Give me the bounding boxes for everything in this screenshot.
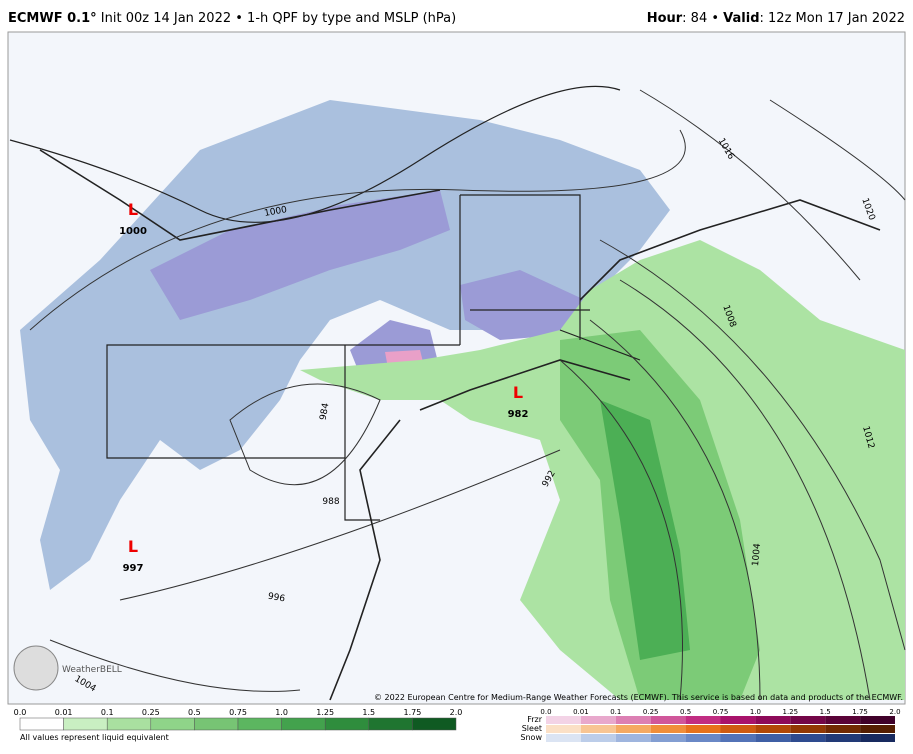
rain-tick: 1.0 (275, 708, 288, 717)
type-swatch (615, 734, 651, 742)
low-symbol: L (128, 200, 138, 219)
rain-tick: 0.75 (229, 708, 247, 717)
type-tick: 0.5 (680, 708, 691, 716)
type-swatch (580, 734, 616, 742)
rain-tick: 2.0 (450, 708, 463, 717)
valid-info: Hour: 84 • Valid: 12z Mon 17 Jan 2022 (647, 11, 905, 26)
type-label: Frzr (527, 715, 543, 724)
low-pressure: 982 (508, 409, 529, 420)
type-swatch (685, 725, 721, 733)
type-label: Snow (520, 733, 542, 742)
type-swatch (650, 716, 686, 724)
rain-swatch (106, 717, 152, 731)
type-tick: 0.75 (713, 708, 729, 716)
rain-tick: 0.1 (101, 708, 114, 717)
rain-tick: 1.5 (362, 708, 375, 717)
type-swatch (825, 734, 861, 742)
rain-tick: 0.25 (142, 708, 160, 717)
rain-swatch (412, 717, 457, 731)
type-swatch (755, 716, 791, 724)
type-tick: 1.75 (852, 708, 868, 716)
isobars (29, 89, 906, 701)
type-tick: 0.01 (573, 708, 589, 716)
type-swatch (546, 716, 581, 724)
coastline (39, 149, 881, 701)
isobar-label: 1004 (751, 543, 763, 567)
type-swatch (546, 734, 581, 742)
type-label: Sleet (522, 724, 542, 733)
type-tick: 0.25 (643, 708, 659, 716)
type-swatch (860, 734, 895, 742)
type-tick: 2.0 (889, 708, 900, 716)
type-tick: 1.0 (750, 708, 761, 716)
low-pressure: 1000 (119, 226, 147, 237)
model: ECMWF 0.1° (8, 11, 97, 26)
rain-swatch (150, 717, 195, 731)
type-swatch (580, 716, 616, 724)
logo: WeatherBELL (62, 665, 122, 675)
type-swatch (546, 725, 581, 733)
rain-swatch (63, 717, 108, 731)
isobar-label: 1000 (264, 205, 289, 219)
low-pressure: 997 (123, 563, 144, 574)
rain-tick: 0.5 (188, 708, 201, 717)
isobar-label: 988 (322, 497, 339, 507)
type-swatch (685, 716, 721, 724)
type-swatch (825, 725, 861, 733)
hour-value: : 84 • (682, 11, 719, 26)
type-tick: 0.0 (540, 708, 551, 716)
type-swatch (860, 725, 895, 733)
type-swatch (755, 725, 791, 733)
rain-swatch (281, 717, 326, 731)
hour-label: Hour (647, 11, 683, 26)
type-swatch (580, 725, 616, 733)
valid-label: Valid (723, 11, 759, 26)
legend: All values represent liquid equivalent (20, 733, 169, 742)
rain-tick: 0.0 (14, 708, 27, 717)
type-swatch (790, 734, 826, 742)
logo-circle (13, 645, 59, 691)
type-swatch (650, 725, 686, 733)
type-swatch (650, 734, 686, 742)
low-symbol: L (513, 383, 523, 402)
state-lines (9, 85, 641, 521)
heavy-snow (150, 190, 450, 320)
type-swatch (615, 716, 651, 724)
isobar-label: 984 (319, 402, 332, 421)
isobar-label: 996 (267, 592, 286, 605)
rain-swatch (194, 717, 239, 731)
rain-swatch (19, 717, 64, 731)
heavy-snow (460, 270, 585, 340)
title: ECMWF 0.1° Init 00z 14 Jan 2022 • 1-h QP… (8, 11, 456, 26)
copyright: © 2022 European Centre for Medium-Range … (374, 693, 903, 702)
type-tick: 1.5 (820, 708, 831, 716)
legend-note: All values represent liquid equivalent (20, 733, 169, 742)
type-swatch (720, 716, 756, 724)
type-swatch (825, 716, 861, 724)
snow-area (20, 100, 670, 590)
type-swatch (790, 716, 826, 724)
rain-tick: 0.01 (55, 708, 73, 717)
description: Init 00z 14 Jan 2022 • 1-h QPF by type a… (101, 11, 456, 26)
map: WeatherBELL © 2022 European Centre for M… (7, 31, 906, 705)
type-swatch (755, 734, 791, 742)
rain-tick: 1.75 (403, 708, 421, 717)
low-symbol: L (128, 537, 138, 556)
type-swatch (685, 734, 721, 742)
type-swatch (860, 716, 895, 724)
rain-swatch (368, 717, 413, 731)
valid-value: : 12z Mon 17 Jan 2022 (760, 11, 905, 26)
type-swatch (790, 725, 826, 733)
type-tick: 1.25 (783, 708, 799, 716)
type-swatch (720, 734, 756, 742)
rain-tick: 1.25 (316, 708, 334, 717)
type-tick: 0.1 (610, 708, 621, 716)
type-swatch (615, 725, 651, 733)
rain-heavy (600, 400, 690, 660)
type-swatch (720, 725, 756, 733)
rain-swatch (237, 717, 282, 731)
rain-swatch (324, 717, 370, 731)
